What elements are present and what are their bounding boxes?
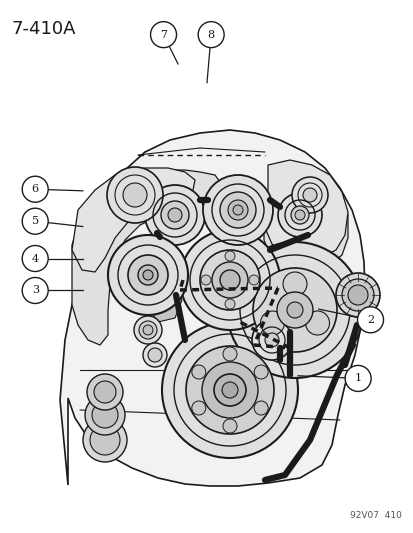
- Circle shape: [142, 325, 153, 335]
- Circle shape: [139, 321, 157, 339]
- Circle shape: [108, 235, 188, 315]
- Circle shape: [83, 418, 127, 462]
- Circle shape: [180, 230, 279, 330]
- Text: 5: 5: [31, 216, 39, 226]
- Circle shape: [94, 381, 116, 403]
- Polygon shape: [60, 130, 364, 486]
- Circle shape: [224, 299, 235, 309]
- Circle shape: [302, 188, 316, 202]
- Circle shape: [198, 22, 223, 47]
- Text: 92V07  410: 92V07 410: [349, 511, 401, 520]
- Polygon shape: [72, 170, 221, 345]
- Circle shape: [22, 278, 48, 303]
- Polygon shape: [142, 250, 168, 282]
- Circle shape: [145, 185, 204, 245]
- Circle shape: [185, 346, 273, 434]
- Text: 7: 7: [160, 30, 166, 39]
- Circle shape: [305, 311, 329, 335]
- Circle shape: [357, 307, 382, 333]
- Polygon shape: [150, 288, 182, 322]
- Text: 3: 3: [31, 286, 39, 295]
- Circle shape: [219, 270, 240, 290]
- Circle shape: [138, 265, 158, 285]
- Circle shape: [254, 401, 268, 415]
- Circle shape: [286, 302, 302, 318]
- Circle shape: [282, 272, 306, 296]
- Text: 7-410A: 7-410A: [12, 20, 76, 38]
- Circle shape: [142, 270, 153, 280]
- Circle shape: [191, 365, 205, 379]
- Circle shape: [277, 193, 321, 237]
- Circle shape: [260, 311, 284, 335]
- Circle shape: [201, 275, 211, 285]
- Circle shape: [291, 177, 327, 213]
- Circle shape: [252, 268, 336, 352]
- Circle shape: [290, 206, 308, 224]
- Circle shape: [147, 348, 161, 362]
- Circle shape: [228, 200, 247, 220]
- Text: 4: 4: [31, 254, 39, 263]
- Circle shape: [92, 402, 118, 428]
- Circle shape: [123, 183, 147, 207]
- Circle shape: [199, 250, 259, 310]
- Circle shape: [161, 322, 297, 458]
- Circle shape: [264, 333, 278, 347]
- Circle shape: [202, 175, 272, 245]
- Circle shape: [224, 251, 235, 261]
- Circle shape: [252, 320, 291, 360]
- Text: 1: 1: [354, 374, 361, 383]
- Circle shape: [107, 167, 163, 223]
- Polygon shape: [263, 160, 347, 260]
- Circle shape: [142, 343, 166, 367]
- Circle shape: [294, 210, 304, 220]
- Polygon shape: [72, 168, 195, 272]
- Circle shape: [90, 425, 120, 455]
- Circle shape: [22, 246, 48, 271]
- Circle shape: [276, 292, 312, 328]
- Circle shape: [219, 192, 255, 228]
- Circle shape: [341, 279, 373, 311]
- Polygon shape: [263, 165, 347, 270]
- Polygon shape: [197, 285, 235, 320]
- Text: 2: 2: [366, 315, 373, 325]
- Circle shape: [202, 362, 257, 418]
- Circle shape: [214, 374, 245, 406]
- Circle shape: [168, 208, 182, 222]
- Circle shape: [85, 395, 125, 435]
- Circle shape: [221, 382, 237, 398]
- Circle shape: [248, 275, 259, 285]
- Text: 6: 6: [31, 184, 39, 194]
- Circle shape: [191, 401, 205, 415]
- Circle shape: [128, 255, 168, 295]
- Circle shape: [150, 22, 176, 47]
- Circle shape: [134, 316, 161, 344]
- Circle shape: [22, 176, 48, 202]
- Text: 8: 8: [207, 30, 214, 39]
- Circle shape: [233, 205, 242, 215]
- Circle shape: [347, 285, 367, 305]
- Circle shape: [335, 273, 379, 317]
- Circle shape: [211, 262, 247, 298]
- Circle shape: [87, 374, 123, 410]
- Circle shape: [22, 208, 48, 234]
- Circle shape: [226, 242, 362, 378]
- Circle shape: [223, 347, 236, 361]
- Circle shape: [344, 366, 370, 391]
- Circle shape: [161, 201, 189, 229]
- Circle shape: [223, 419, 236, 433]
- Circle shape: [254, 365, 268, 379]
